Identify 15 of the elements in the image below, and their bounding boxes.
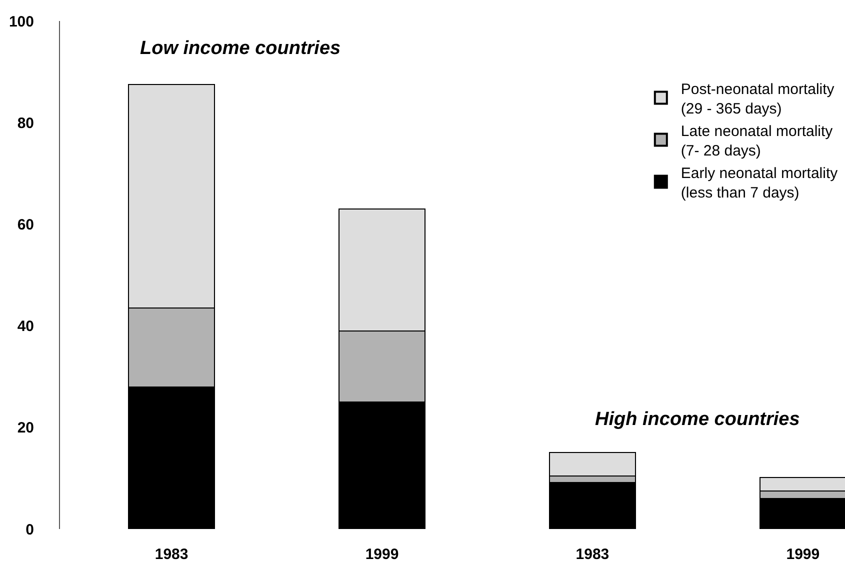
y-tick-label: 100 [8, 13, 34, 30]
y-tick-label: 80 [17, 114, 34, 132]
y-tick-label: 60 [17, 216, 34, 234]
x-tick-label: 1999 [365, 546, 399, 563]
x-tick-label: 1999 [786, 546, 820, 563]
legend-label: Post-neonatal mortality (29 - 365 days) [680, 80, 835, 118]
y-tick-label: 40 [17, 318, 34, 336]
y-tick-label: 0 [26, 521, 34, 538]
legend-label: Late neonatal mortality (7- 28 days) [680, 122, 834, 160]
x-tick-label: 1983 [576, 546, 610, 563]
annotation: Low income countries [140, 38, 341, 59]
x-tick-label: 1983 [154, 546, 188, 563]
y-tick-label: 20 [17, 420, 34, 437]
legend-label: Early neonatal mortality (less than 7 days) [680, 164, 838, 202]
annotation: High income countries [595, 409, 800, 430]
